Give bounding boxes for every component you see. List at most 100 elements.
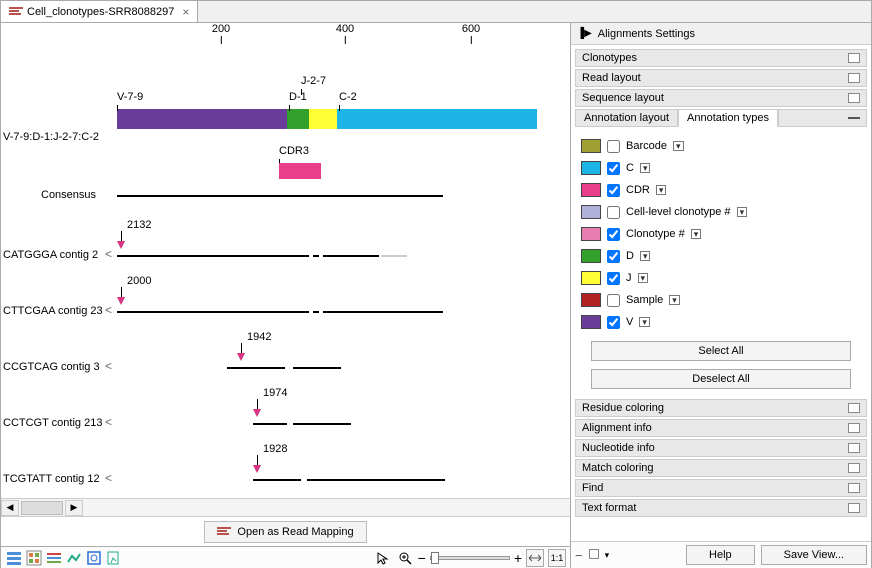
read-segment[interactable] bbox=[117, 255, 309, 257]
segment-v[interactable] bbox=[117, 109, 287, 129]
expand-section-icon[interactable] bbox=[848, 93, 860, 103]
settings-header[interactable]: ▐▶ Alignments Settings bbox=[571, 23, 871, 45]
annotation-dropdown-icon[interactable]: ▾ bbox=[639, 317, 650, 327]
footer-box-icon[interactable] bbox=[589, 549, 599, 562]
color-swatch[interactable] bbox=[581, 139, 601, 153]
expand-section-icon[interactable] bbox=[848, 443, 860, 453]
alignment-viewer[interactable]: 200400600V-7-9D-1J-2-7C-2V-7-9:D-1:J-2-7… bbox=[1, 23, 570, 498]
view-mode-6-icon[interactable] bbox=[105, 549, 123, 567]
scroll-left-button[interactable]: ◀ bbox=[1, 500, 19, 516]
cdr3-region[interactable] bbox=[279, 163, 321, 179]
expand-section-icon[interactable] bbox=[848, 423, 860, 433]
annotation-dropdown-icon[interactable]: ▾ bbox=[691, 229, 702, 239]
zoom-slider-knob[interactable] bbox=[431, 552, 439, 564]
file-tab[interactable]: Cell_clonotypes-SRR8088297 × bbox=[1, 1, 198, 22]
read-segment[interactable] bbox=[293, 423, 351, 425]
scroll-thumb[interactable] bbox=[21, 501, 63, 515]
expand-section-icon[interactable] bbox=[848, 503, 860, 513]
annotation-checkbox[interactable] bbox=[607, 272, 620, 285]
view-mode-5-icon[interactable] bbox=[85, 549, 103, 567]
fit-width-button[interactable] bbox=[526, 549, 544, 567]
deselect-all-button[interactable]: Deselect All bbox=[591, 369, 851, 389]
section-nucleotide-info[interactable]: Nucleotide info bbox=[575, 439, 867, 457]
zoom-icon[interactable] bbox=[396, 549, 414, 567]
contig-count: 1928 bbox=[263, 443, 287, 455]
read-segment[interactable] bbox=[253, 423, 287, 425]
annotation-dropdown-icon[interactable]: ▾ bbox=[737, 207, 748, 217]
color-swatch[interactable] bbox=[581, 271, 601, 285]
annotation-checkbox[interactable] bbox=[607, 206, 620, 219]
tab-annotation-layout[interactable]: Annotation layout bbox=[575, 109, 678, 127]
footer-dropdown-icon[interactable]: ▾ bbox=[605, 550, 610, 561]
annotation-v: V▾ bbox=[575, 311, 867, 333]
annotation-checkbox[interactable] bbox=[607, 316, 620, 329]
expand-section-icon[interactable] bbox=[848, 73, 860, 83]
color-swatch[interactable] bbox=[581, 227, 601, 241]
read-segment[interactable] bbox=[253, 479, 301, 481]
annotation-dropdown-icon[interactable]: ▾ bbox=[656, 185, 667, 195]
color-swatch[interactable] bbox=[581, 249, 601, 263]
color-swatch[interactable] bbox=[581, 315, 601, 329]
tab-annotation-types[interactable]: Annotation types bbox=[678, 109, 778, 127]
scroll-right-button[interactable]: ▶ bbox=[65, 500, 83, 516]
view-mode-1-icon[interactable] bbox=[5, 549, 23, 567]
section-residue-coloring[interactable]: Residue coloring bbox=[575, 399, 867, 417]
expand-section-icon[interactable] bbox=[848, 53, 860, 63]
read-segment[interactable] bbox=[293, 367, 341, 369]
color-swatch[interactable] bbox=[581, 183, 601, 197]
annotation-label: Sample bbox=[626, 294, 663, 306]
annotation-checkbox[interactable] bbox=[607, 184, 620, 197]
color-swatch[interactable] bbox=[581, 161, 601, 175]
horizontal-scrollbar[interactable]: ◀ ▶ bbox=[1, 498, 570, 516]
annotation-dropdown-icon[interactable]: ▾ bbox=[669, 295, 680, 305]
zoom-slider[interactable] bbox=[430, 556, 510, 560]
view-mode-3-icon[interactable] bbox=[45, 549, 63, 567]
segment-c[interactable] bbox=[337, 109, 537, 129]
close-icon[interactable]: × bbox=[182, 5, 189, 19]
help-button[interactable]: Help bbox=[686, 545, 755, 565]
zoom-out-label[interactable]: − bbox=[418, 550, 426, 566]
open-as-read-mapping-button[interactable]: Open as Read Mapping bbox=[204, 521, 366, 543]
select-all-button[interactable]: Select All bbox=[591, 341, 851, 361]
view-mode-2-icon[interactable] bbox=[25, 549, 43, 567]
annotation-checkbox[interactable] bbox=[607, 140, 620, 153]
footer-minus-icon[interactable]: − bbox=[575, 548, 583, 563]
read-segment[interactable] bbox=[313, 255, 319, 257]
section-clonotypes[interactable]: Clonotypes bbox=[575, 49, 867, 67]
read-segment[interactable] bbox=[117, 311, 309, 313]
segment-d[interactable] bbox=[287, 109, 309, 129]
consensus-line[interactable] bbox=[117, 195, 443, 197]
expand-section-icon[interactable] bbox=[848, 403, 860, 413]
expand-section-icon[interactable] bbox=[848, 483, 860, 493]
collapse-icon[interactable] bbox=[848, 117, 860, 119]
section-alignment-info[interactable]: Alignment info bbox=[575, 419, 867, 437]
cursor-icon[interactable] bbox=[374, 549, 392, 567]
section-sequence-layout[interactable]: Sequence layout bbox=[575, 89, 867, 107]
annotation-checkbox[interactable] bbox=[607, 162, 620, 175]
annotation-dropdown-icon[interactable]: ▾ bbox=[640, 251, 651, 261]
read-segment[interactable] bbox=[323, 255, 379, 257]
section-find[interactable]: Find bbox=[575, 479, 867, 497]
save-view-button[interactable]: Save View... bbox=[761, 545, 867, 565]
segment-j[interactable] bbox=[309, 109, 337, 129]
expand-section-icon[interactable] bbox=[848, 463, 860, 473]
annotation-checkbox[interactable] bbox=[607, 294, 620, 307]
annotation-dropdown-icon[interactable]: ▾ bbox=[638, 273, 649, 283]
section-read-layout[interactable]: Read layout bbox=[575, 69, 867, 87]
color-swatch[interactable] bbox=[581, 205, 601, 219]
read-segment[interactable] bbox=[307, 479, 445, 481]
one-to-one-button[interactable]: 1:1 bbox=[548, 549, 566, 567]
annotation-checkbox[interactable] bbox=[607, 250, 620, 263]
annotation-checkbox[interactable] bbox=[607, 228, 620, 241]
section-text-format[interactable]: Text format bbox=[575, 499, 867, 517]
annotation-dropdown-icon[interactable]: ▾ bbox=[673, 141, 684, 151]
annotation-dropdown-icon[interactable]: ▾ bbox=[640, 163, 651, 173]
zoom-in-label[interactable]: + bbox=[514, 550, 522, 566]
color-swatch[interactable] bbox=[581, 293, 601, 307]
view-mode-4-icon[interactable] bbox=[65, 549, 83, 567]
read-segment[interactable] bbox=[323, 311, 443, 313]
section-match-coloring[interactable]: Match coloring bbox=[575, 459, 867, 477]
read-segment[interactable] bbox=[313, 311, 319, 313]
read-segment[interactable] bbox=[381, 255, 407, 257]
read-segment[interactable] bbox=[227, 367, 285, 369]
